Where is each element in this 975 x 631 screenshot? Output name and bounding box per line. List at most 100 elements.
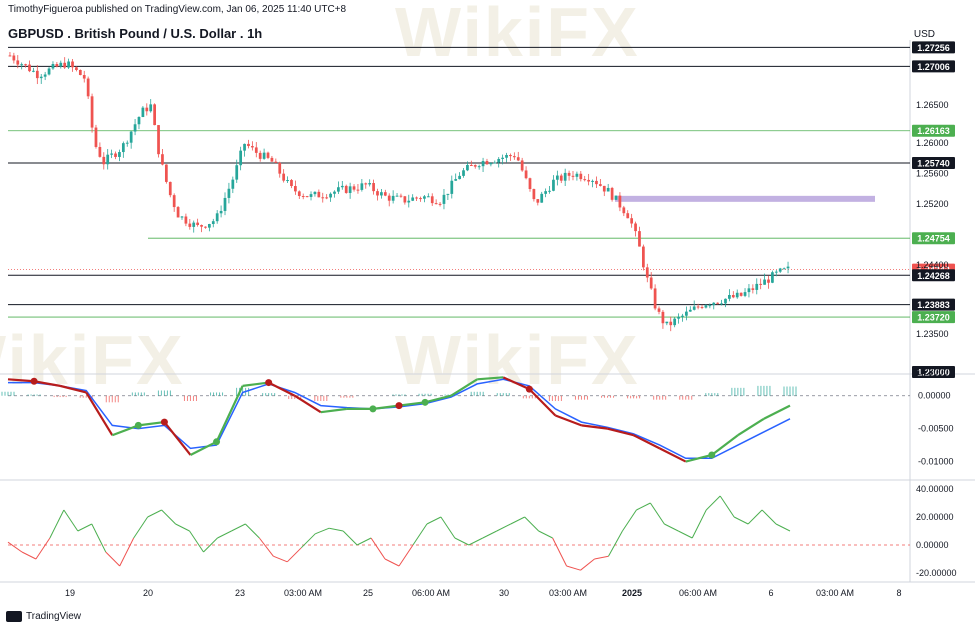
candle-body (778, 268, 782, 272)
candle-body (743, 292, 747, 296)
osc-line-segment (91, 523, 107, 553)
osc-line-segment (203, 537, 218, 553)
candle-body (102, 156, 106, 165)
macd-tick-label: 0.00000 (918, 391, 951, 401)
osc-line-segment (63, 509, 79, 532)
candle-body (168, 181, 172, 196)
candle-body (20, 64, 24, 66)
candle-body (497, 158, 501, 163)
candle-body (286, 180, 289, 182)
osc-line-segment (622, 509, 637, 532)
candle-body (610, 187, 614, 200)
candle-body (645, 267, 649, 278)
candle-body (8, 55, 12, 57)
macd-line-segment (215, 385, 244, 443)
price-label-box (912, 311, 955, 324)
osc-line-segment (678, 530, 693, 539)
macd-line-segment (763, 404, 791, 420)
candle-body (739, 292, 743, 296)
candle-body (712, 302, 716, 306)
osc-line-segment (245, 523, 260, 539)
candle-body (368, 183, 372, 185)
macd-cross-dot (30, 377, 38, 385)
candle-body (161, 154, 164, 165)
candle-body (419, 198, 422, 200)
macd-tick-label: -0.01000 (918, 457, 954, 467)
macd-line-segment (737, 417, 765, 437)
candle-body (313, 191, 317, 195)
osc-line-segment (761, 509, 777, 525)
osc-line-segment (733, 516, 749, 525)
candle-body (75, 67, 78, 70)
osc-line-segment (719, 495, 735, 518)
price-label-box (912, 156, 955, 169)
candle-body (364, 183, 368, 185)
candle-body (149, 104, 153, 112)
candle-body (340, 185, 344, 188)
price-tick-label: 1.23000 (916, 367, 949, 377)
candle-body (219, 210, 223, 214)
osc-line-segment (49, 509, 65, 539)
candle-body (380, 192, 383, 196)
candle-body (520, 160, 524, 171)
osc-line-segment (636, 502, 651, 511)
candle-body (454, 179, 458, 181)
candle-body (450, 180, 454, 194)
candle-body (430, 196, 434, 204)
footer-brand[interactable]: TradingView (6, 611, 81, 622)
candle-body (415, 197, 418, 199)
candle-body (309, 194, 313, 197)
candle-body (352, 186, 356, 190)
candle-body (207, 224, 211, 228)
candle-body (634, 223, 637, 232)
candle-body (606, 187, 610, 192)
macd-line-segment (242, 381, 269, 387)
macd-line-segment (502, 376, 530, 391)
macd-line-segment (711, 434, 739, 456)
candle-body (720, 303, 723, 305)
osc-line-segment (691, 509, 707, 539)
candle-body (477, 166, 481, 168)
candle-body (501, 157, 504, 159)
macd-line-segment (320, 407, 348, 414)
macd-cross-dot (395, 402, 403, 410)
candle-body (700, 307, 704, 309)
candle-body (591, 180, 594, 182)
candle-body (493, 162, 497, 164)
osc-tick-label: 40.00000 (916, 484, 954, 494)
osc-line-segment (300, 533, 316, 549)
candle-body (731, 295, 735, 298)
price-label-box (912, 41, 955, 54)
osc-line-segment (454, 537, 470, 546)
candle-body (180, 216, 184, 218)
macd-line-segment (607, 427, 634, 437)
symbol-title[interactable]: GBPUSD . British Pound / U.S. Dollar . 1… (8, 26, 263, 41)
candle-body (78, 69, 82, 76)
candle-body (90, 96, 94, 128)
price-tick-label: 1.26500 (916, 100, 949, 110)
price-tick-label: 1.25200 (916, 199, 949, 209)
price-label-text: 1.23720 (917, 313, 950, 323)
candle-body (774, 271, 778, 273)
resistance-zone (615, 195, 875, 202)
price-label-box (912, 366, 955, 378)
price-label-box (912, 232, 955, 245)
candle-body (462, 170, 465, 176)
macd-line-segment (685, 453, 713, 463)
candle-body (301, 196, 305, 198)
macd-cross-dot (134, 421, 142, 429)
candle-body (157, 125, 160, 155)
price-label-box (912, 60, 955, 73)
time-tick-label: 06:00 AM (679, 588, 717, 598)
candle-body (235, 165, 239, 180)
candle-body (12, 55, 16, 61)
candle-body (423, 196, 426, 199)
candle-body (786, 266, 790, 269)
candle-body (290, 180, 293, 187)
candle-body (552, 179, 555, 191)
time-tick-label: 20 (143, 588, 153, 598)
candle-body (59, 62, 63, 67)
candle-body (473, 165, 477, 167)
osc-line-segment (315, 527, 330, 535)
price-tick-label: 1.25600 (916, 169, 949, 179)
